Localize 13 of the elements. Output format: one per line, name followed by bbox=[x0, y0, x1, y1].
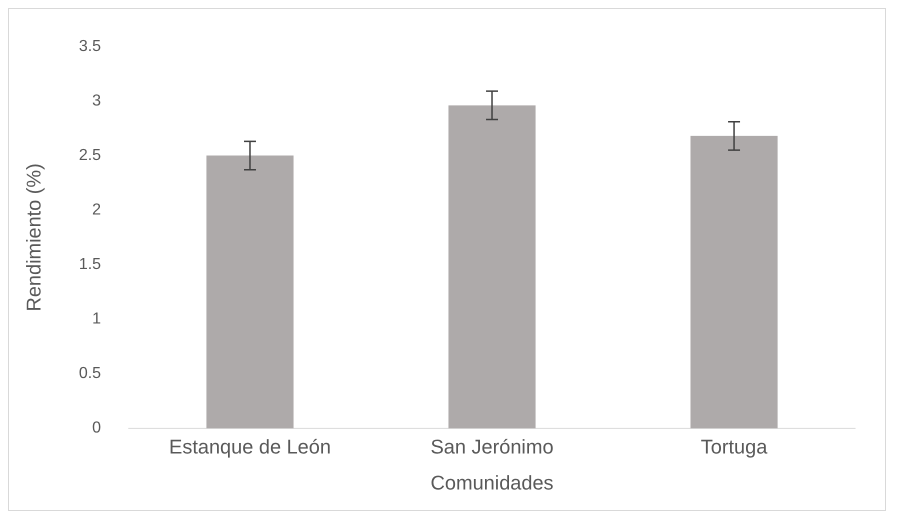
x-tick-label: San Jerónimo bbox=[430, 436, 554, 459]
y-tick-label: 2 bbox=[92, 202, 102, 218]
x-tick-label: Tortuga bbox=[700, 436, 768, 459]
y-tick-label: 3.5 bbox=[78, 38, 102, 55]
y-tick-label: 0 bbox=[92, 420, 102, 437]
x-tick-label: Estanque de León bbox=[169, 436, 331, 459]
y-tick-label: 1.5 bbox=[78, 256, 102, 274]
y-tick-label: 3 bbox=[92, 92, 102, 110]
x-axis-title: Comunidades bbox=[430, 472, 554, 495]
y-axis-title: Rendimiento (%) bbox=[23, 163, 46, 312]
y-tick-label: 0.5 bbox=[78, 365, 102, 382]
y-tick-label: 2.5 bbox=[78, 146, 102, 164]
y-tick-label: 1 bbox=[92, 310, 102, 328]
